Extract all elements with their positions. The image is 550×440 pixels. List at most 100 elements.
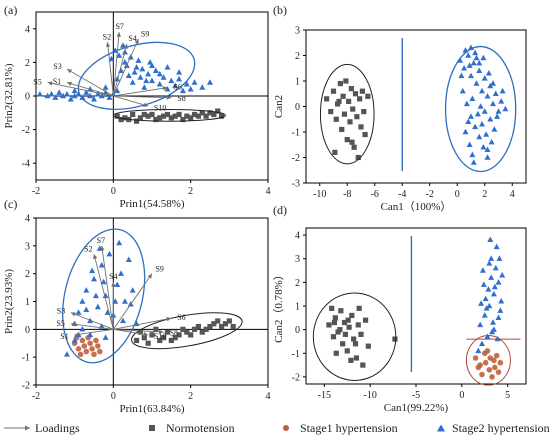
point-square — [211, 321, 217, 327]
loading-arrowhead — [166, 95, 172, 100]
point-square — [392, 336, 398, 342]
point-square — [215, 318, 221, 324]
loading-label: S10 — [154, 104, 166, 113]
point-square — [344, 348, 350, 354]
loading-arrowhead — [74, 332, 80, 337]
point-square — [184, 329, 190, 335]
point-square — [354, 114, 360, 120]
x-tick-label: -8 — [343, 189, 351, 200]
point-square — [122, 115, 128, 121]
point-triangle — [71, 337, 78, 343]
point-circle — [472, 355, 479, 361]
x-tick-label: 2 — [482, 189, 487, 200]
point-triangle — [87, 331, 94, 338]
loading-arrowhead — [100, 245, 105, 251]
point-triangle — [71, 92, 78, 99]
point-circle — [77, 351, 84, 358]
point-triangle — [490, 319, 496, 325]
point-square — [333, 350, 339, 356]
panel-label-b: (b) — [273, 3, 287, 17]
point-triangle — [133, 64, 140, 70]
point-square — [176, 111, 182, 118]
legend-loadings-label: Loadings — [35, 421, 80, 435]
point-triangle — [91, 96, 97, 102]
point-square — [161, 113, 167, 119]
point-square — [211, 111, 217, 118]
point-triangle — [472, 123, 479, 130]
point-triangle — [480, 54, 487, 61]
point-triangle — [156, 80, 163, 87]
point-triangle — [131, 69, 138, 75]
point-triangle — [492, 264, 499, 271]
point-square — [176, 332, 182, 338]
point-circle — [91, 351, 97, 358]
point-square — [149, 332, 155, 338]
point-triangle — [114, 75, 121, 82]
point-square — [199, 329, 205, 335]
point-square — [157, 337, 163, 344]
point-triangle — [168, 77, 175, 84]
point-triangle — [476, 67, 483, 73]
point-square — [346, 98, 352, 104]
point-square — [344, 137, 350, 143]
point-triangle — [164, 85, 171, 92]
y-tick-label: -2 — [292, 153, 300, 164]
point-circle — [79, 337, 86, 344]
point-square — [337, 80, 343, 87]
loading-arrow — [66, 82, 114, 97]
point-triangle — [476, 133, 483, 140]
loading-arrowhead — [111, 282, 116, 287]
point-triangle — [114, 87, 121, 94]
x-tick-label: 4 — [266, 391, 271, 402]
loading-arrowhead — [143, 332, 149, 337]
loading-arrowhead — [147, 273, 152, 279]
point-triangle — [94, 91, 101, 97]
loading-arrowhead — [158, 329, 164, 335]
point-triangle — [499, 87, 506, 94]
point-square — [348, 357, 354, 363]
point-triangle — [468, 72, 474, 79]
point-square — [164, 329, 171, 335]
point-triangle — [469, 151, 476, 158]
legend-stage2-label: Stage2 hypertension — [452, 421, 550, 435]
point-triangle — [172, 82, 179, 89]
point-triangle — [483, 305, 490, 311]
y-tick-label: 2 — [295, 51, 300, 62]
y-axis-title: Can2 — [273, 95, 285, 118]
point-square — [188, 332, 194, 338]
point-square — [349, 139, 355, 145]
point-triangle — [98, 262, 105, 268]
loading-arrowhead — [162, 86, 168, 91]
panel-d-plot: -15 -10 -5 0 5-2-101234Can1(99.22%)Can2（0.78… — [272, 227, 527, 414]
loading-label: S7 — [97, 236, 105, 245]
point-triangle — [147, 59, 154, 65]
point-triangle — [479, 340, 485, 347]
point-circle — [93, 337, 99, 344]
point-square — [324, 96, 330, 102]
point-triangle — [92, 292, 99, 299]
loading-arrow — [101, 245, 114, 330]
point-circle — [492, 364, 498, 371]
loading-arrowhead — [47, 81, 53, 86]
point-triangle — [91, 275, 97, 282]
loading-arrowhead — [92, 254, 98, 260]
panel-c-plot: -2 0 2 4 -2 -1 0 1 2 3 4 Prin1(63.84%) Prin2(23.93%)… — [3, 214, 271, 416]
y-tick-label: 4 — [295, 231, 300, 242]
point-triangle — [100, 278, 107, 285]
point-triangle — [145, 70, 152, 77]
x-tick-label: -6 — [371, 189, 379, 200]
point-circle — [493, 352, 500, 359]
y-tick-label: 0 — [295, 102, 300, 113]
loading-arrow — [113, 95, 172, 99]
point-triangle — [498, 297, 505, 304]
point-triangle — [458, 72, 465, 79]
panel-label-d: (d) — [273, 203, 287, 217]
loading-arrowhead — [143, 102, 149, 107]
loading-label: S6 — [177, 313, 185, 322]
point-square — [207, 110, 213, 116]
point-triangle — [114, 281, 121, 287]
point-triangle — [52, 94, 59, 100]
point-triangle — [497, 307, 504, 313]
point-square — [130, 111, 136, 118]
point-square — [355, 322, 361, 328]
